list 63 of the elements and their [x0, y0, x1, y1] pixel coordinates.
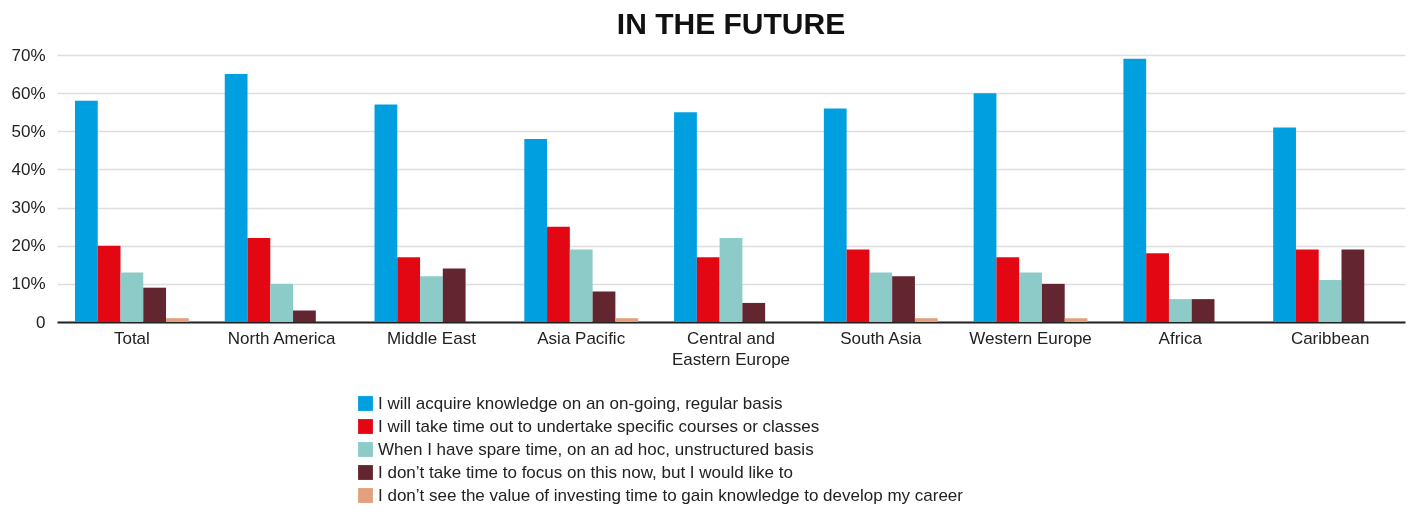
y-tick-label: 50%	[11, 121, 46, 141]
bar	[973, 93, 997, 322]
legend-label: When I have spare time, on an ad hoc, unstructured basis	[378, 439, 814, 459]
bar	[996, 257, 1020, 322]
bar	[247, 238, 271, 322]
legend-label: I don’t take time to focus on this now, but I would like to	[378, 462, 793, 482]
bar	[1146, 253, 1169, 322]
bar	[270, 283, 294, 322]
bar	[846, 249, 870, 322]
bar	[166, 318, 189, 322]
legend-label: I don’t see the value of investing time to gain knowledge to develop my career	[378, 485, 964, 505]
bar	[74, 100, 98, 322]
x-tick-label: Asia Pacific	[537, 328, 626, 348]
y-tick-label: 20%	[11, 236, 46, 256]
x-tick-label: Caribbean	[1290, 328, 1370, 348]
bar	[224, 74, 248, 322]
bar	[1191, 299, 1215, 322]
bar	[420, 276, 443, 322]
bar	[696, 257, 720, 322]
bar	[892, 276, 915, 322]
legend-label: I will take time out to undertake specific courses or classes	[378, 416, 820, 436]
bar	[1168, 299, 1192, 322]
bar	[742, 302, 766, 322]
bar	[674, 112, 697, 322]
y-tick-label: 60%	[11, 83, 46, 103]
x-tick-label: Middle East	[387, 328, 477, 348]
x-tick-label: Africa	[1158, 328, 1203, 348]
y-tick-label: 30%	[11, 198, 46, 218]
bar	[1341, 249, 1365, 322]
legend-label: I will acquire knowledge on an on-going, regular basis	[378, 393, 783, 413]
bar	[569, 249, 593, 322]
x-tick-label: Central and Eastern Europe	[671, 328, 791, 369]
y-tick-label: 10%	[11, 274, 46, 294]
bar	[1123, 58, 1147, 322]
y-tick-label: 40%	[11, 159, 46, 179]
bar	[1273, 127, 1296, 322]
bar	[719, 238, 743, 322]
x-tick-label: Total	[113, 328, 150, 348]
bar	[1318, 280, 1342, 322]
bar	[120, 272, 144, 322]
chart-title: IN THE FUTURE	[616, 7, 846, 40]
x-tick-label: South Asia	[840, 328, 922, 348]
bar	[1019, 272, 1042, 322]
bar	[547, 226, 570, 322]
x-tick-label: North America	[227, 328, 337, 348]
bar	[1041, 283, 1065, 322]
bar	[592, 291, 616, 322]
bar	[397, 257, 421, 322]
x-tick-label: Western Europe	[969, 328, 1092, 348]
bar	[97, 245, 121, 322]
bar	[1064, 318, 1088, 322]
bar	[823, 108, 847, 322]
y-tick-label: 0	[36, 312, 46, 332]
bar	[293, 310, 316, 322]
bar	[143, 287, 167, 322]
bar	[869, 272, 893, 322]
bar	[374, 104, 398, 322]
bar	[524, 138, 548, 322]
bar	[615, 318, 639, 322]
y-tick-label: 70%	[11, 45, 46, 65]
bar	[914, 318, 938, 322]
bar	[442, 268, 466, 322]
bar	[1295, 249, 1319, 322]
